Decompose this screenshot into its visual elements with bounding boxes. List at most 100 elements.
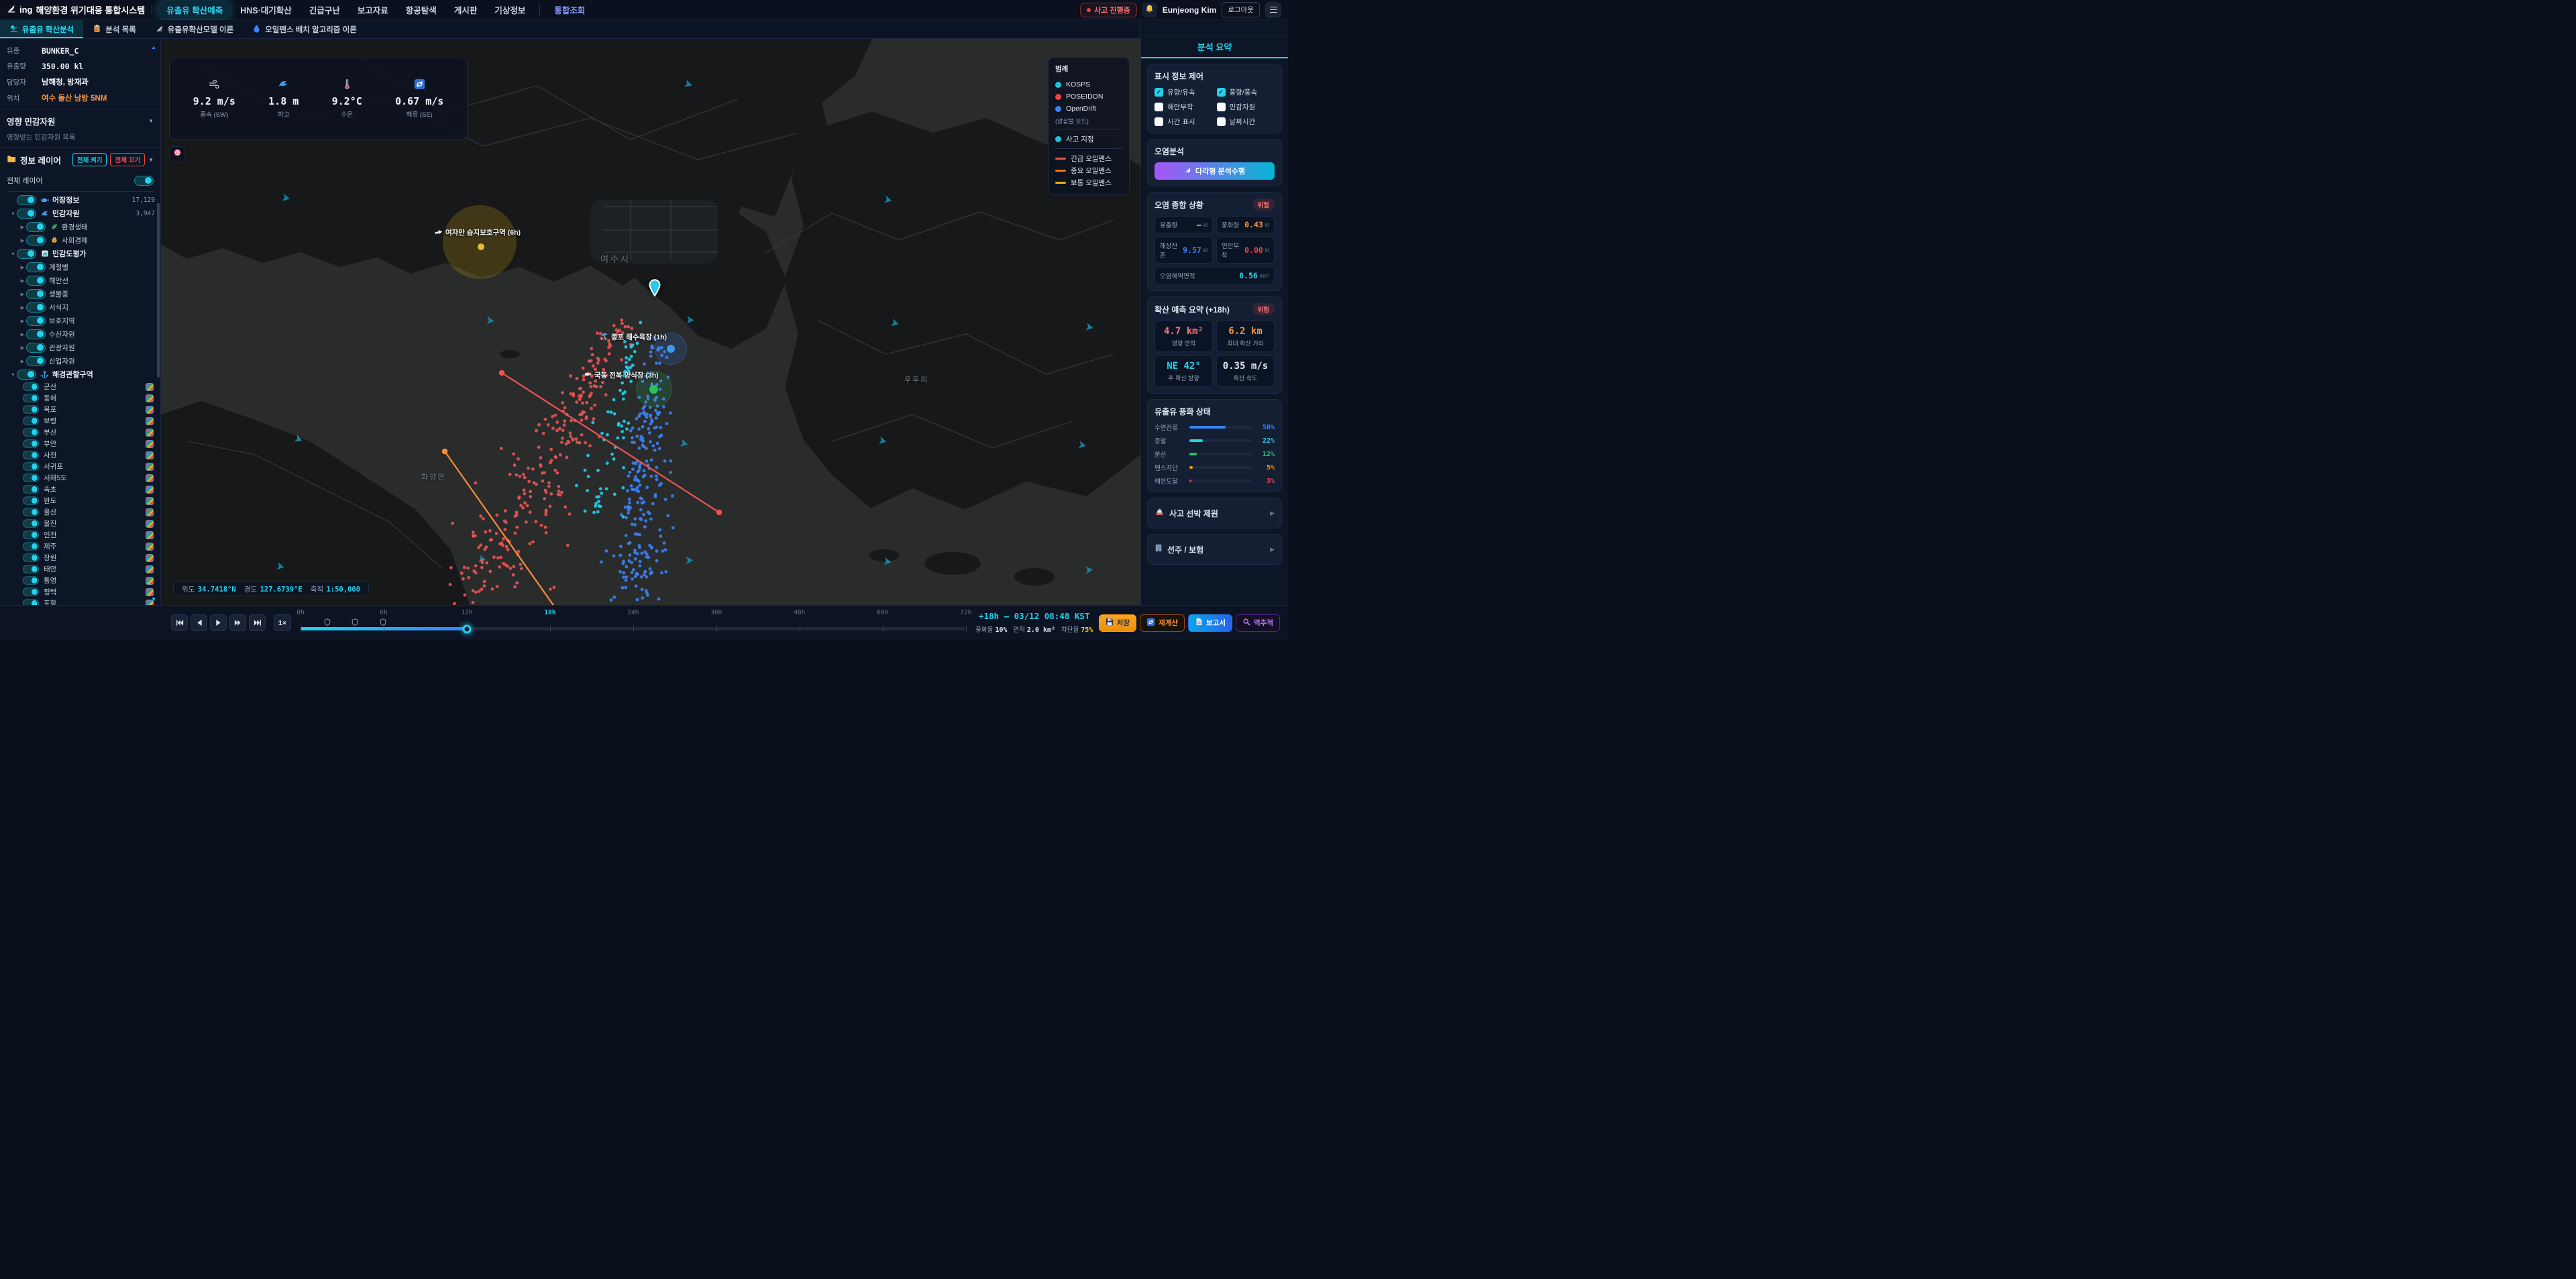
- region-toggle[interactable]: [23, 508, 39, 516]
- region-toggle[interactable]: [23, 599, 39, 605]
- recalc-button[interactable]: 재계산: [1140, 614, 1185, 632]
- region-toggle[interactable]: [23, 416, 39, 425]
- chevron-right-icon[interactable]: ▶: [20, 264, 25, 270]
- region-toggle[interactable]: [23, 531, 39, 539]
- region-color-swatch[interactable]: [146, 485, 154, 494]
- display-option[interactable]: ✓ 유향/유속: [1155, 87, 1213, 97]
- chevron-down-icon[interactable]: ▼: [10, 250, 16, 257]
- checkbox-unchecked[interactable]: [1155, 103, 1163, 111]
- all-layers-off-button[interactable]: 전체 끄기: [110, 153, 146, 166]
- region-toggle[interactable]: [23, 382, 39, 391]
- region-color-swatch[interactable]: [146, 508, 154, 516]
- save-button[interactable]: 저장: [1098, 614, 1137, 632]
- tab-clipboard[interactable]: 분석 목록: [83, 20, 146, 38]
- layer-toggle[interactable]: [17, 248, 36, 259]
- timeline-track[interactable]: [301, 624, 967, 633]
- layer-toggle[interactable]: [26, 315, 46, 326]
- checkbox-unchecked[interactable]: [1216, 117, 1226, 126]
- chevron-down-icon[interactable]: ▼: [148, 156, 154, 163]
- layer-toggle[interactable]: [26, 302, 46, 313]
- master-layer-toggle[interactable]: [134, 175, 154, 186]
- layer-toggle[interactable]: [26, 221, 46, 232]
- hamburger-menu-button[interactable]: [1265, 1, 1281, 18]
- region-toggle[interactable]: [23, 542, 39, 551]
- display-option[interactable]: 날짜시간: [1216, 117, 1275, 127]
- layer-toggle[interactable]: [26, 235, 46, 245]
- chevron-down-icon[interactable]: ▼: [10, 371, 16, 378]
- vessel-spec-card[interactable]: 사고 선박 제원 ▶: [1147, 498, 1282, 529]
- farm-marker-dot[interactable]: [649, 385, 658, 394]
- chevron-right-icon[interactable]: ▶: [20, 290, 25, 297]
- region-color-swatch[interactable]: [146, 451, 154, 459]
- region-color-swatch[interactable]: [146, 565, 154, 573]
- region-toggle[interactable]: [23, 588, 39, 596]
- display-option[interactable]: 해안부착: [1155, 102, 1213, 112]
- region-color-swatch[interactable]: [146, 439, 154, 448]
- region-color-swatch[interactable]: [146, 588, 154, 596]
- region-toggle[interactable]: [23, 565, 39, 573]
- nav-item-integrated-search[interactable]: 통합조회: [554, 6, 586, 15]
- chevron-down-icon[interactable]: ▼: [10, 210, 16, 217]
- chevron-down-icon[interactable]: ▼: [148, 118, 154, 124]
- region-toggle[interactable]: [23, 576, 39, 585]
- region-toggle[interactable]: [23, 462, 39, 471]
- step-back-button[interactable]: [191, 614, 207, 631]
- region-toggle[interactable]: [23, 519, 39, 528]
- checkbox-unchecked[interactable]: [1155, 117, 1163, 126]
- region-toggle[interactable]: [23, 394, 39, 402]
- chevron-right-icon[interactable]: ▶: [20, 223, 25, 230]
- region-color-swatch[interactable]: [146, 496, 154, 505]
- display-option[interactable]: ✓ 풍향/풍속: [1216, 87, 1275, 97]
- trace-button[interactable]: 역추적: [1236, 614, 1280, 632]
- region-toggle[interactable]: [23, 485, 39, 494]
- region-toggle[interactable]: [23, 474, 39, 482]
- checkbox-unchecked[interactable]: [1216, 103, 1226, 111]
- notifications-button[interactable]: [1142, 2, 1157, 17]
- layer-toggle[interactable]: [26, 342, 46, 353]
- logout-button[interactable]: 로그아웃: [1222, 2, 1260, 17]
- region-color-swatch[interactable]: [146, 462, 154, 471]
- region-toggle[interactable]: [23, 428, 39, 437]
- region-color-swatch[interactable]: [146, 542, 154, 551]
- region-color-swatch[interactable]: [146, 553, 154, 562]
- nav-item[interactable]: 유출유 확산예측: [159, 1, 231, 19]
- wetland-marker-dot[interactable]: [478, 243, 484, 250]
- all-layers-on-button[interactable]: 전체 켜기: [72, 153, 107, 166]
- checkbox-checked[interactable]: ✓: [1155, 88, 1163, 97]
- nav-item[interactable]: 보고자료: [357, 6, 388, 15]
- nav-item[interactable]: HNS·대기확산: [240, 6, 292, 15]
- fast-forward-button[interactable]: [229, 614, 246, 631]
- nav-item[interactable]: 게시판: [453, 6, 478, 15]
- nav-item[interactable]: 항공탐색: [405, 6, 437, 15]
- layer-toggle[interactable]: [26, 288, 46, 299]
- incident-pin[interactable]: [648, 279, 661, 300]
- polygon-analysis-button[interactable]: 다각형 분석수행: [1155, 162, 1275, 180]
- chevron-right-icon[interactable]: ▶: [20, 237, 25, 243]
- sidebar-scrollbar[interactable]: [157, 203, 160, 378]
- skip-start-button[interactable]: [171, 614, 188, 631]
- locate-incident-button[interactable]: [169, 146, 185, 162]
- skip-end-button[interactable]: [249, 614, 266, 631]
- region-toggle[interactable]: [23, 451, 39, 459]
- nav-item[interactable]: 긴급구난: [309, 6, 340, 15]
- region-color-swatch[interactable]: [146, 531, 154, 539]
- layer-toggle[interactable]: [17, 194, 36, 205]
- tab-ruler[interactable]: 유출유확산모델 이론: [146, 20, 243, 38]
- checkbox-checked[interactable]: ✓: [1216, 88, 1226, 97]
- tab-drop[interactable]: 오일펜스 배치 알고리즘 이론: [243, 20, 366, 38]
- region-color-swatch[interactable]: [146, 394, 154, 402]
- region-color-swatch[interactable]: [146, 428, 154, 437]
- chevron-right-icon[interactable]: ▶: [20, 304, 25, 311]
- report-button[interactable]: 보고서: [1188, 614, 1233, 632]
- display-option[interactable]: 민감자원: [1216, 102, 1275, 112]
- region-color-swatch[interactable]: [146, 416, 154, 425]
- owner-insurance-card[interactable]: 선주 / 보험 ▶: [1147, 534, 1282, 565]
- region-color-swatch[interactable]: [146, 474, 154, 482]
- layer-toggle[interactable]: [17, 369, 36, 380]
- tab-microscope[interactable]: 유출유 확산분석: [0, 20, 84, 38]
- beach-marker-dot[interactable]: [667, 345, 675, 353]
- region-color-swatch[interactable]: [146, 599, 154, 605]
- region-toggle[interactable]: [23, 553, 39, 562]
- layer-toggle[interactable]: [26, 355, 46, 366]
- chevron-right-icon[interactable]: ▶: [20, 317, 25, 324]
